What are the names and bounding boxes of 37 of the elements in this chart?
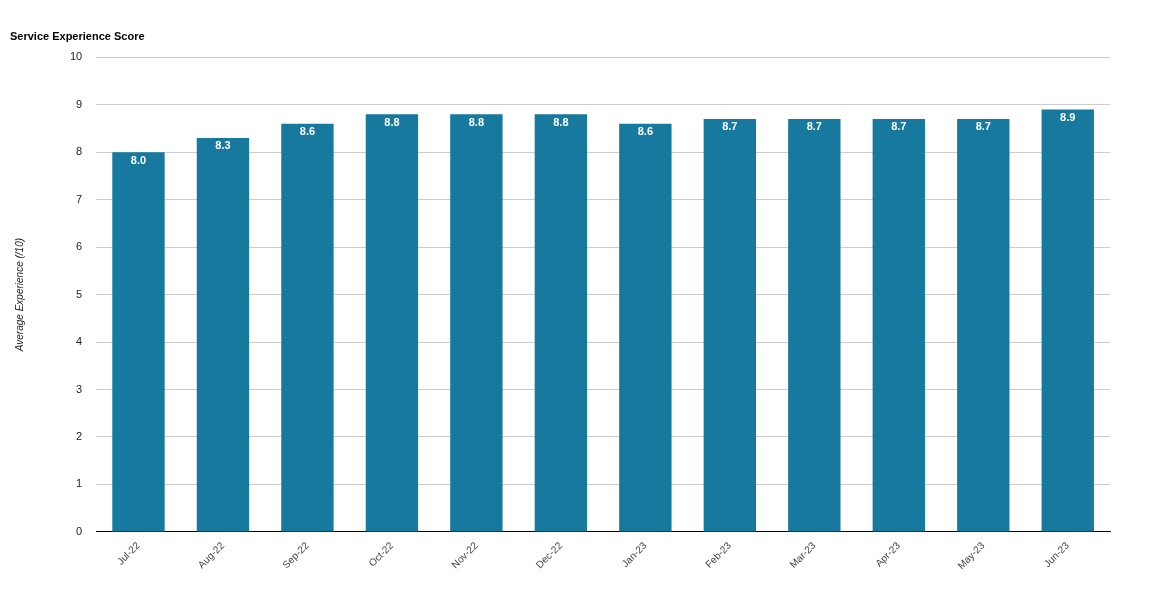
data-label: 8.7 bbox=[975, 120, 991, 133]
bar bbox=[957, 118, 1010, 532]
y-tick-label: 1 bbox=[76, 477, 83, 490]
bar bbox=[703, 118, 757, 532]
data-label: 8.3 bbox=[215, 139, 231, 152]
y-tick-label: 4 bbox=[76, 335, 83, 348]
data-label: 8.8 bbox=[468, 115, 485, 128]
y-tick-label: 3 bbox=[76, 382, 83, 395]
chart-title: Service Experience Score bbox=[10, 29, 145, 42]
bar bbox=[619, 123, 672, 532]
data-label: 8.8 bbox=[384, 115, 400, 128]
bar bbox=[534, 114, 588, 532]
y-axis-title: Average Experience (/10) bbox=[13, 237, 25, 353]
y-tick-label: 10 bbox=[69, 50, 83, 63]
y-tick-label: 6 bbox=[76, 240, 83, 253]
bar bbox=[112, 152, 165, 532]
data-label: 8.6 bbox=[637, 125, 654, 138]
y-tick-label: 9 bbox=[76, 97, 83, 110]
data-label: 8.6 bbox=[299, 125, 316, 138]
y-tick-label: 2 bbox=[76, 430, 83, 443]
bar bbox=[788, 118, 841, 532]
data-label: 8.7 bbox=[891, 120, 907, 133]
y-tick-label: 7 bbox=[76, 192, 83, 205]
y-tick-label: 0 bbox=[76, 524, 83, 537]
data-label: 8.8 bbox=[553, 115, 569, 128]
bar bbox=[196, 137, 250, 532]
data-label: 8.9 bbox=[1060, 110, 1076, 123]
bar bbox=[1041, 109, 1094, 532]
bar bbox=[450, 114, 503, 532]
bar bbox=[872, 118, 925, 532]
data-label: 8.7 bbox=[806, 120, 822, 133]
y-tick-label: 8 bbox=[76, 145, 83, 158]
bar bbox=[365, 114, 419, 532]
data-label: 8.7 bbox=[722, 120, 738, 133]
data-label: 8.0 bbox=[130, 153, 147, 166]
y-tick-label: 5 bbox=[76, 287, 83, 300]
bar bbox=[281, 123, 334, 532]
